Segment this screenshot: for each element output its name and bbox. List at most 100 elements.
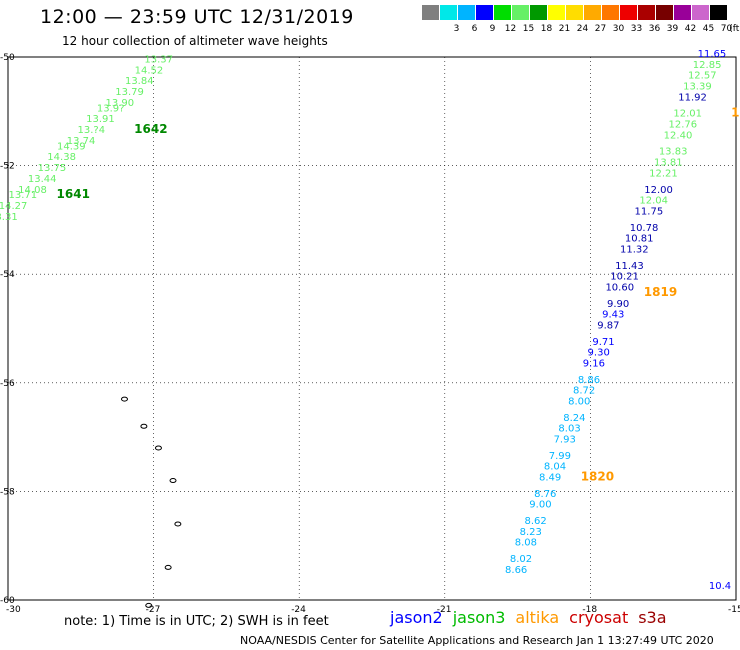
island-outline [164, 564, 172, 570]
wave-height-label: 10.81 [625, 234, 654, 245]
island-outline [169, 478, 177, 484]
pass-time-label: 1820 [581, 470, 614, 484]
wave-height-label: 13.74 [67, 136, 96, 147]
wave-height-label: 8.66 [505, 565, 527, 576]
wave-height-label: 8.24 [563, 413, 585, 424]
legend-swatch [458, 5, 475, 20]
lon-tick-label: -27 [146, 605, 161, 615]
legend-swatch [674, 5, 691, 20]
wave-height-label: 12.01 [673, 109, 702, 120]
legend-label: 33 [630, 24, 643, 34]
lon-tick-label: -15 [728, 605, 740, 615]
page-title: 12:00 — 23:59 UTC 12/31/2019 [40, 6, 354, 28]
legend-label: 12 [504, 24, 517, 34]
legend-label: 27 [594, 24, 607, 34]
wave-height-label: 11.65 [698, 49, 727, 60]
units-note: note: 1) Time is in UTC; 2) SWH is in fe… [64, 614, 329, 629]
wave-height-label: 9.00 [529, 500, 551, 511]
legend-label: 24 [576, 24, 589, 34]
wave-height-label: 8.72 [573, 386, 595, 397]
legend-label: 6 [471, 24, 478, 34]
pass-time-label: 1642 [134, 122, 167, 136]
page-subtitle: 12 hour collection of altimeter wave hei… [62, 34, 328, 48]
island-outline [145, 602, 153, 608]
wave-height-label: 8.23 [520, 527, 542, 538]
wave-height-label: 9.71 [592, 337, 614, 348]
wave-height-label: 8.76 [534, 489, 556, 500]
legend-label: 45 [702, 24, 715, 34]
wave-height-label: 12.04 [639, 196, 668, 207]
wave-height-label: 8.00 [568, 397, 590, 408]
wave-height-label: 11.92 [678, 92, 707, 103]
wave-height-label: 12.57 [688, 71, 717, 82]
wave-height-label: 12.76 [669, 120, 698, 131]
lon-tick-label: -18 [582, 605, 597, 615]
wave-height-label: 11.32 [620, 244, 649, 255]
wave-height-label: 11.75 [635, 206, 664, 217]
wave-height-label: 8.49 [539, 473, 561, 484]
legend-label: 42 [684, 24, 697, 34]
satellite-jason3: jason3 [452, 608, 506, 627]
island-outline [120, 396, 128, 402]
wave-height-label: 13.90 [106, 98, 135, 109]
wave-height-label: 13.39 [683, 82, 712, 93]
pass-time-label: 1641 [57, 187, 90, 201]
legend-swatch [584, 5, 601, 20]
legend-swatch [710, 5, 727, 20]
lat-tick-label: -60 [0, 596, 15, 606]
legend-swatch [656, 5, 673, 20]
wave-height-label: 13.83 [659, 147, 688, 158]
wave-height-label: 10.60 [605, 282, 634, 293]
legend-swatch [476, 5, 493, 20]
legend-label: 15 [522, 24, 535, 34]
island-outline [174, 521, 182, 527]
wave-height-label: 8.04 [544, 462, 566, 473]
legend-swatch [440, 5, 457, 20]
satellite-jason2: jason2 [390, 608, 443, 627]
credit-line: NOAA/NESDIS Center for Satellite Applica… [240, 634, 714, 647]
legend-label: 18 [540, 24, 553, 34]
legend-swatch [494, 5, 511, 20]
legend-swatch [638, 5, 655, 20]
pass-time-label: 1819 [644, 285, 677, 299]
wave-height-label: 9.43 [602, 310, 624, 321]
legend-label: 39 [666, 24, 679, 34]
legend-swatch [602, 5, 619, 20]
wave-height-label: 9.90 [607, 299, 629, 310]
legend-label: 9 [489, 24, 496, 34]
wave-height-label: 12.21 [649, 168, 678, 179]
satellite-altika: altika [515, 608, 560, 627]
wave-height-label: 9.87 [597, 321, 619, 332]
wave-height-label: 14.52 [135, 65, 164, 76]
lat-tick-label: -50 [0, 53, 15, 63]
wave-height-label: 11.43 [615, 261, 644, 272]
wave-height-label: 14.27 [0, 201, 27, 212]
wave-height-label: 9.30 [588, 348, 610, 359]
wave-height-label: 7.93 [554, 435, 576, 446]
legend-label: 36 [648, 24, 661, 34]
wave-height-label: 13.71 [8, 190, 37, 201]
satellite-s3a: s3a [638, 608, 667, 627]
wave-height-label: 8.62 [524, 516, 546, 527]
legend-label: 3 [453, 24, 460, 34]
wave-height-label: 13.84 [125, 76, 154, 87]
legend-swatch [512, 5, 529, 20]
wave-height-label: 7.99 [549, 451, 571, 462]
map-frame [7, 56, 737, 601]
wave-height-label: 13.75 [38, 163, 67, 174]
wave-height-label: 13.31 [0, 212, 18, 223]
satellite-cryosat: cryosat [569, 608, 629, 627]
legend-swatch [620, 5, 637, 20]
legend-swatch [548, 5, 565, 20]
satellite-legend: jason2 jason3 altika cryosat s3a [390, 608, 677, 627]
legend-swatch [530, 5, 547, 20]
wave-height-label: 9.16 [583, 359, 605, 370]
pass-time-label: 181 [731, 106, 740, 120]
legend-swatch [422, 5, 439, 20]
wave-height-label: 8.08 [515, 538, 537, 549]
island-outline [154, 445, 162, 451]
lat-tick-label: -52 [0, 162, 15, 172]
wave-height-label: 13.91 [86, 114, 115, 125]
lat-tick-label: -56 [0, 379, 15, 389]
lon-tick-label: -30 [6, 605, 21, 615]
